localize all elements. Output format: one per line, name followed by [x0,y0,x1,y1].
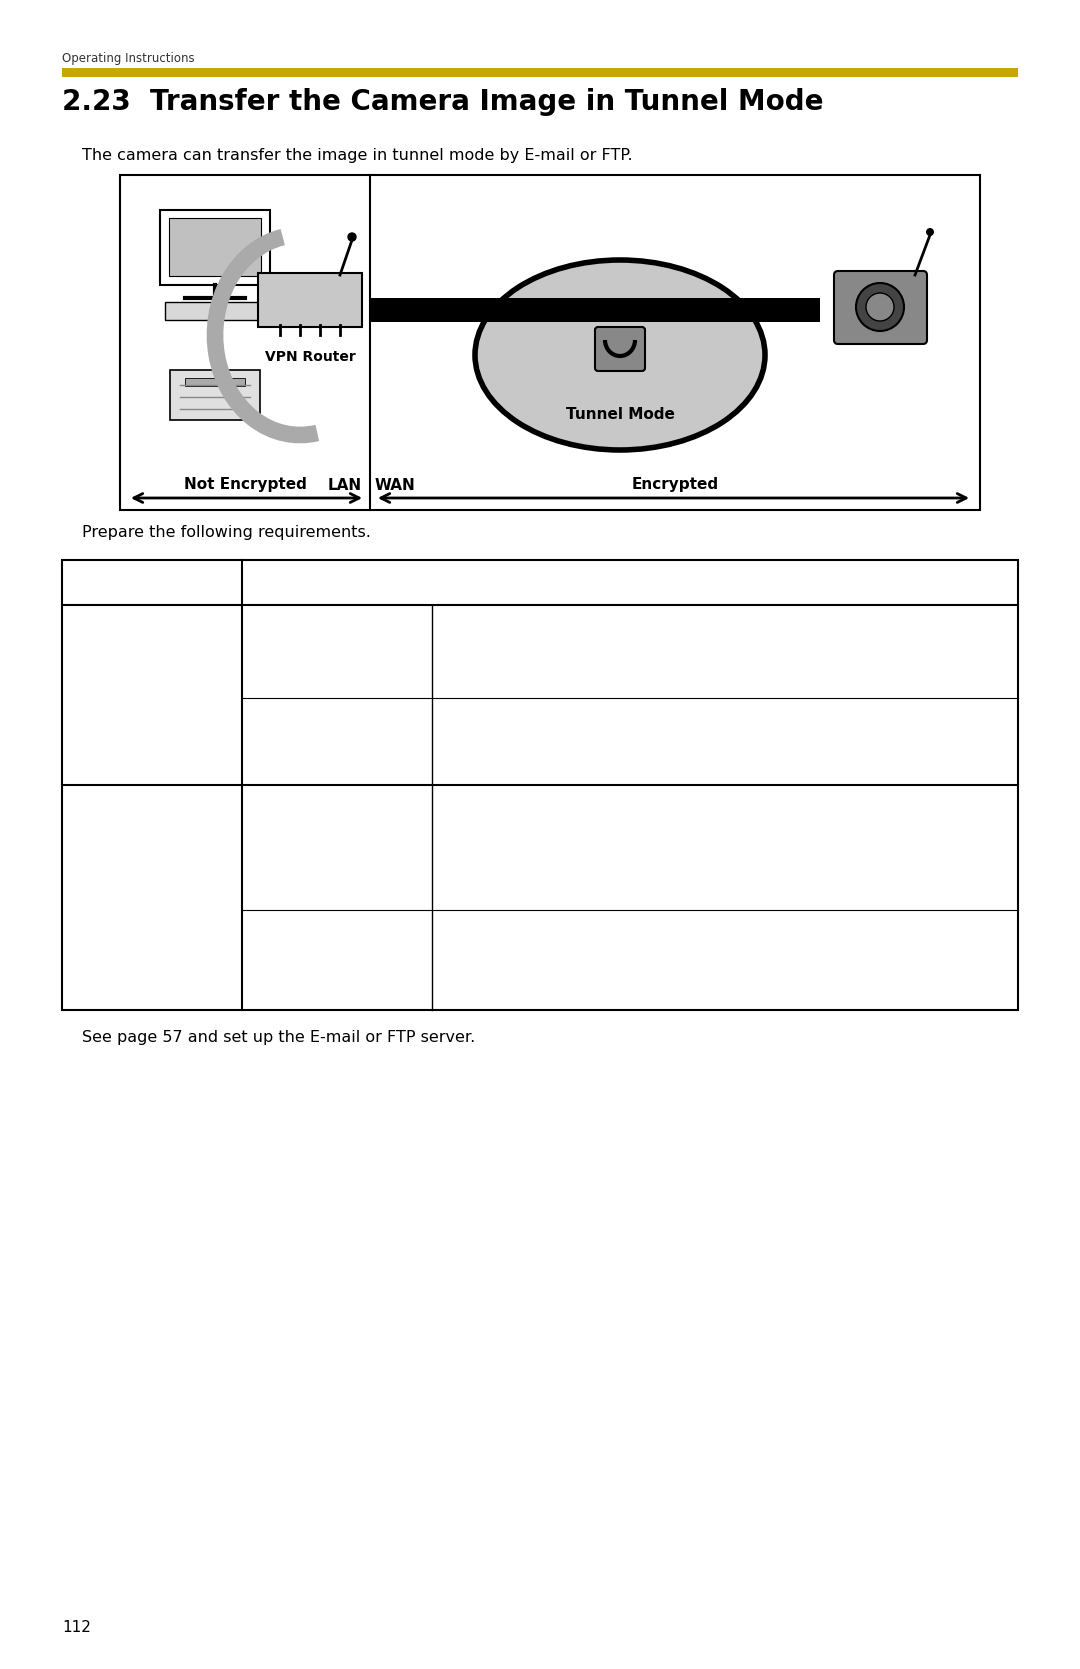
Text: 112: 112 [62,1621,91,1636]
Text: ISP Service
(in IPv6): ISP Service (in IPv6) [254,920,339,956]
Circle shape [348,234,356,240]
Text: Encrypted: Encrypted [632,477,718,492]
Bar [62,561,1018,1010]
Text: ISP Service
(in IPv4): ISP Service (in IPv4) [254,794,339,831]
Text: The camera can transfer the image in tunnel mode by E-mail or FTP.: The camera can transfer the image in tun… [82,149,633,164]
Text: : "IPv4/IPv6 Dual-Stack" or "IPv6 over IPv4
Tunneling" service: : "IPv4/IPv6 Dual-Stack" or "IPv6 over I… [444,708,768,744]
Text: Camera: Camera [75,890,134,905]
Bar [370,299,820,322]
Text: VPN Router: VPN Router [75,688,161,703]
Bar [62,68,1018,77]
Text: Tunnel Mode: Tunnel Mode [566,407,674,422]
FancyBboxPatch shape [834,270,927,344]
Bar [185,377,245,386]
Text: : "IPv4/IPv6 Dual-Stack" or "IPv6 over IPv4
Tunneling" service: : "IPv4/IPv6 Dual-Stack" or "IPv6 over I… [444,920,768,956]
Bar [165,302,265,320]
Text: Operating Instructions: Operating Instructions [62,52,194,65]
Text: : Services for multiple static global
addresses (A global address must be set up: : Services for multiple static global ad… [444,794,780,851]
Text: LAN: LAN [328,477,362,492]
Circle shape [866,294,894,320]
Bar [160,210,270,285]
Text: 2.23  Transfer the Camera Image in Tunnel Mode: 2.23 Transfer the Camera Image in Tunnel… [62,88,824,117]
Text: VPN Router: VPN Router [265,350,355,364]
FancyBboxPatch shape [258,274,362,327]
Text: Prepare the following requirements.: Prepare the following requirements. [82,526,370,541]
Bar [168,219,261,275]
Text: : Services for static global addresses (A
global address must be set up to the W: : Services for static global addresses (… [444,614,767,673]
Text: Not Encrypted: Not Encrypted [184,477,307,492]
Bar [120,175,980,511]
FancyBboxPatch shape [595,327,645,371]
Text: Item: Item [129,572,175,591]
Text: ISP Service
(in IPv6): ISP Service (in IPv6) [254,708,339,744]
Circle shape [926,229,934,235]
Circle shape [856,284,904,330]
Text: WAN: WAN [375,477,416,492]
Text: ISP Service
(in IPv4): ISP Service (in IPv4) [254,614,339,651]
Text: See page 57 and set up the E-mail or FTP server.: See page 57 and set up the E-mail or FTP… [82,1030,475,1045]
Text: Supported Feature: Supported Feature [535,572,726,591]
Bar [170,371,260,421]
Ellipse shape [475,260,765,451]
